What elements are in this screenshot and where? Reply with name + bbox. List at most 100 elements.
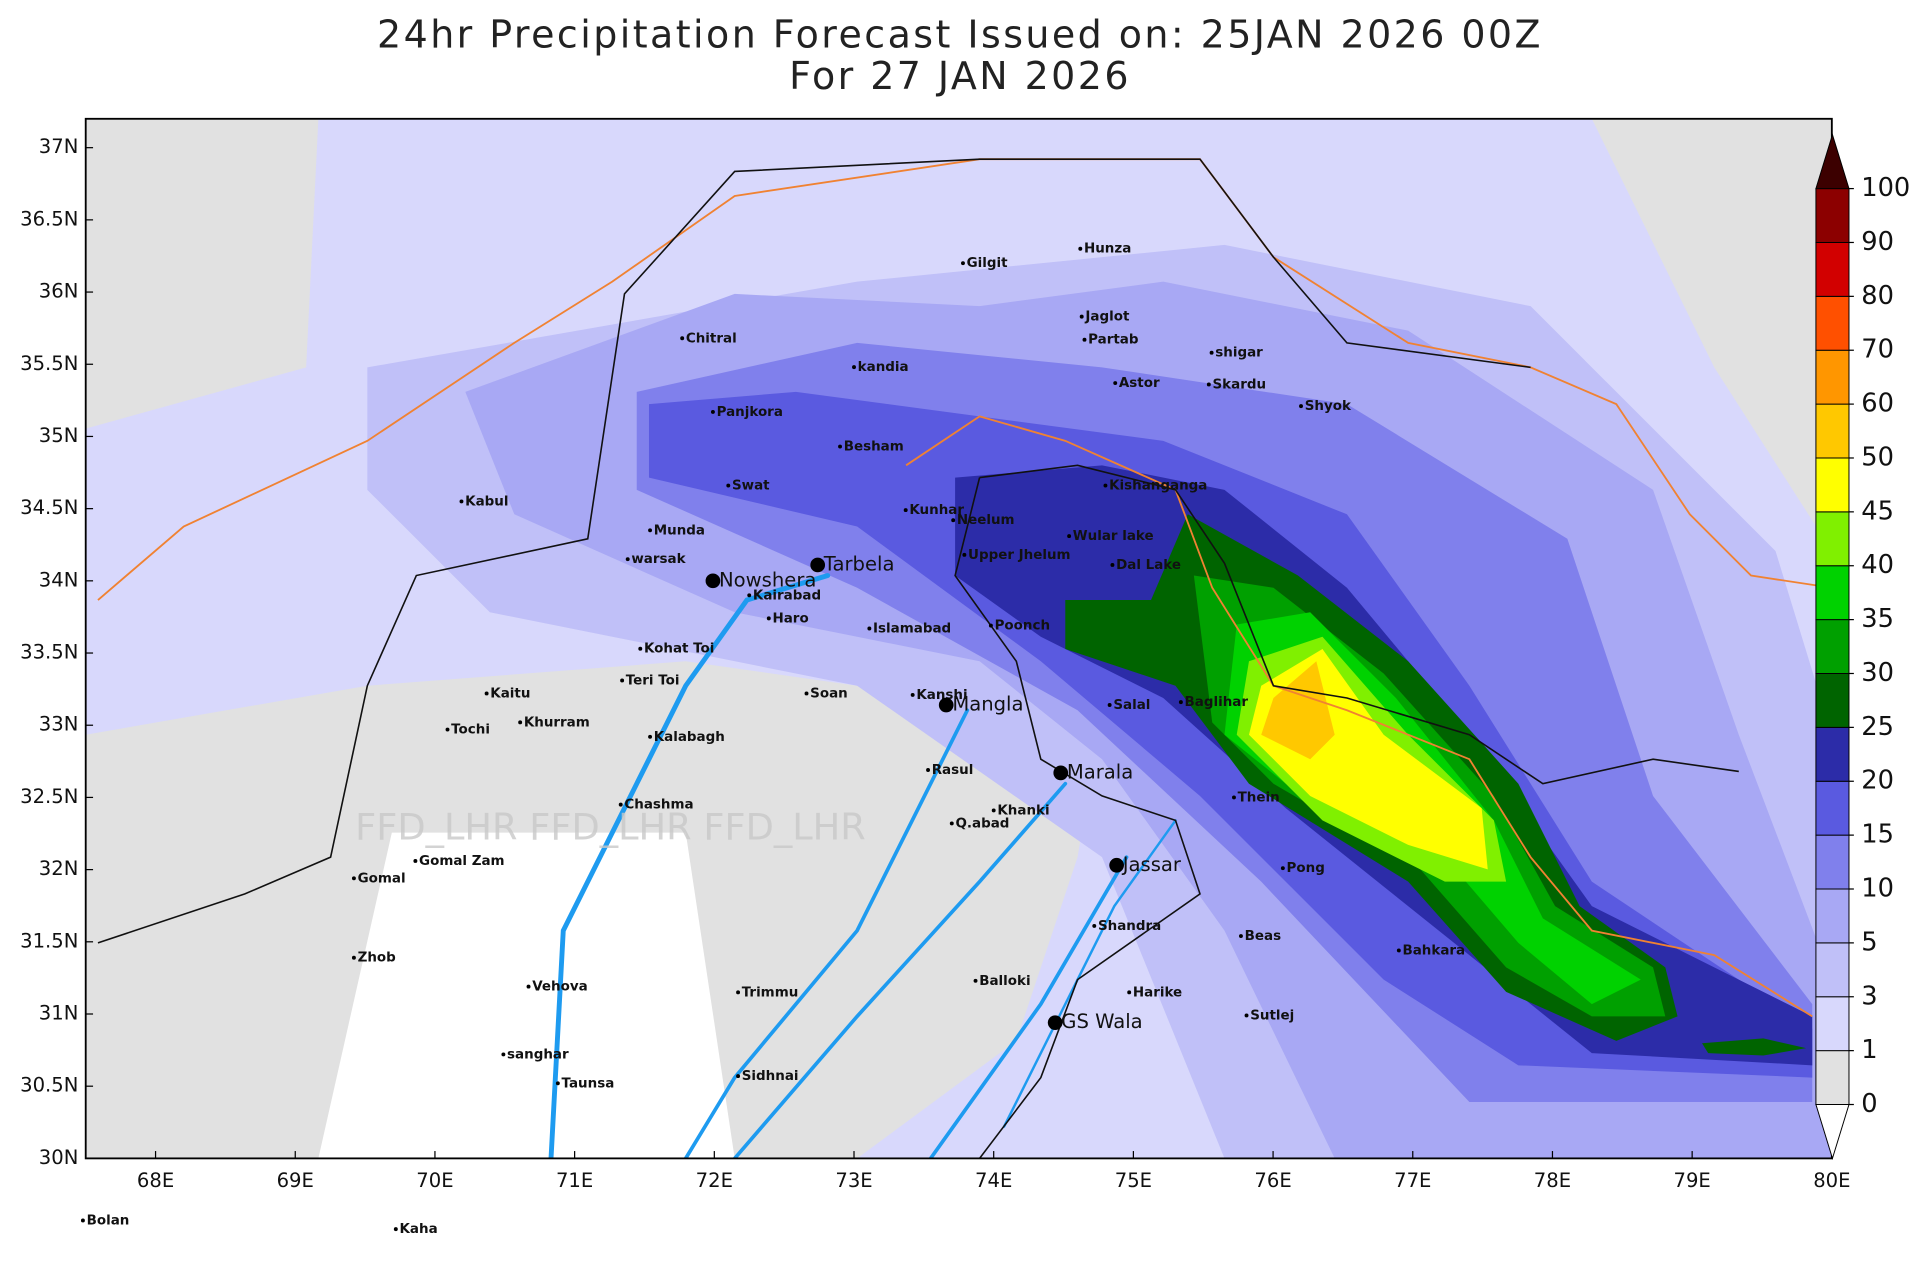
watermark: FFD_LHR FFD_LHR FFD_LHR (355, 806, 866, 849)
city-marker (951, 518, 956, 523)
city-label: Munda (654, 523, 705, 538)
city-marker (961, 261, 965, 266)
y-tick-label: 35N (39, 424, 79, 447)
city-marker (1238, 934, 1243, 938)
y-tick-label: 31N (39, 1001, 79, 1024)
y-tick-label: 34N (39, 568, 79, 591)
city-marker (620, 678, 625, 683)
map-title: 24hr Precipitation Forecast Issued on: 2… (377, 12, 1543, 56)
city-label: Shandra (1098, 919, 1161, 934)
city-label: Haro (772, 611, 808, 626)
colorbar-segment (1815, 780, 1850, 836)
city-label: Nowshera (719, 568, 816, 591)
city-marker (351, 955, 356, 960)
city-marker (80, 1218, 85, 1223)
river (1002, 819, 1177, 1128)
city-label: Tarbela (823, 552, 895, 575)
city-label: Teri Toi (626, 673, 680, 688)
city-marker (638, 646, 643, 651)
city-label: Khanki (997, 803, 1049, 818)
city-marker (938, 697, 954, 713)
city-marker (1082, 337, 1087, 342)
x-tick-label: 74E (975, 1169, 1012, 1192)
colorbar-label: 0 (1861, 1089, 1877, 1119)
city-label: Vehova (532, 980, 587, 995)
colorbar-segment (1815, 834, 1850, 890)
city-marker (445, 727, 450, 732)
city-marker (810, 557, 826, 573)
city-label: Pong (1287, 861, 1325, 876)
city-label: Skardu (1212, 377, 1266, 392)
river (683, 708, 970, 1159)
city-marker (705, 573, 721, 589)
city-marker (625, 557, 630, 562)
city-marker (973, 978, 978, 983)
city-marker (1280, 866, 1285, 871)
city-marker (926, 768, 931, 772)
city-marker (1244, 1013, 1249, 1018)
colorbar-segment (1815, 996, 1850, 1052)
x-tick-label: 73E (835, 1169, 872, 1192)
city-marker (1092, 923, 1097, 928)
river (732, 781, 1068, 1159)
y-tick-label: 36N (39, 280, 79, 303)
city-label: Panjkora (717, 405, 783, 420)
band-0-1 (1591, 118, 1832, 552)
city-label: Q.abad (955, 816, 1009, 831)
city-label: Islamabad (873, 621, 951, 636)
colorbar-segment (1815, 565, 1850, 621)
map-subtitle: For 27 JAN 2026 (789, 54, 1131, 98)
y-tick-label: 32N (39, 857, 79, 880)
y-tick-label: 34.5N (20, 496, 78, 519)
colorbar-label: 25 (1861, 712, 1894, 742)
colorbar-segment (1815, 726, 1850, 782)
city-label: Mangla (952, 693, 1023, 716)
city-label: Kaitu (490, 686, 530, 701)
city-marker (501, 1052, 506, 1057)
city-marker (680, 336, 685, 341)
colorbar-over (1815, 133, 1850, 190)
city-label: Jaglot (1084, 310, 1130, 325)
city-marker (910, 692, 915, 697)
city-label: Bahkara (1402, 943, 1465, 958)
x-tick-label: 69E (277, 1169, 314, 1192)
city-marker (747, 593, 752, 598)
y-tick-label: 37N (39, 135, 79, 158)
y-tick-label: 33.5N (20, 641, 78, 664)
city-label: Kaha (399, 1222, 437, 1237)
river (548, 573, 831, 1159)
city-marker (903, 508, 908, 513)
city-label: Marala (1067, 760, 1133, 783)
colorbar-segment (1815, 349, 1850, 405)
city-label: Sidhnai (742, 1069, 799, 1084)
x-tick-label: 70E (416, 1169, 453, 1192)
city-label: Shyok (1305, 399, 1352, 414)
band-50-60 (1261, 661, 1335, 760)
colorbar-label: 3 (1861, 981, 1877, 1011)
city-marker (413, 858, 418, 863)
city-marker (1067, 534, 1072, 539)
border (97, 158, 1531, 944)
city-marker (648, 734, 653, 739)
city-marker (1232, 795, 1236, 800)
city-marker (1053, 765, 1069, 781)
colorbar-label: 10 (1861, 874, 1894, 904)
city-marker (949, 821, 954, 826)
colorbar-segment (1815, 672, 1850, 728)
city-label: Kalabagh (654, 730, 725, 745)
colorbar-segment (1815, 942, 1850, 998)
band-under-0 (318, 832, 735, 1159)
city-label: Tochi (451, 723, 490, 738)
x-tick-label: 78E (1534, 1169, 1571, 1192)
city-label: Taunsa (562, 1076, 615, 1091)
city-marker (1047, 1015, 1063, 1031)
city-label: Kunhar (909, 503, 964, 518)
city-marker (648, 528, 653, 533)
city-marker (1209, 350, 1214, 355)
x-tick-label: 75E (1115, 1169, 1152, 1192)
river (928, 855, 1129, 1159)
colorbar-under (1815, 1104, 1850, 1161)
city-marker (852, 365, 856, 370)
city-marker (393, 1227, 398, 1232)
colorbar-label: 50 (1861, 442, 1894, 472)
